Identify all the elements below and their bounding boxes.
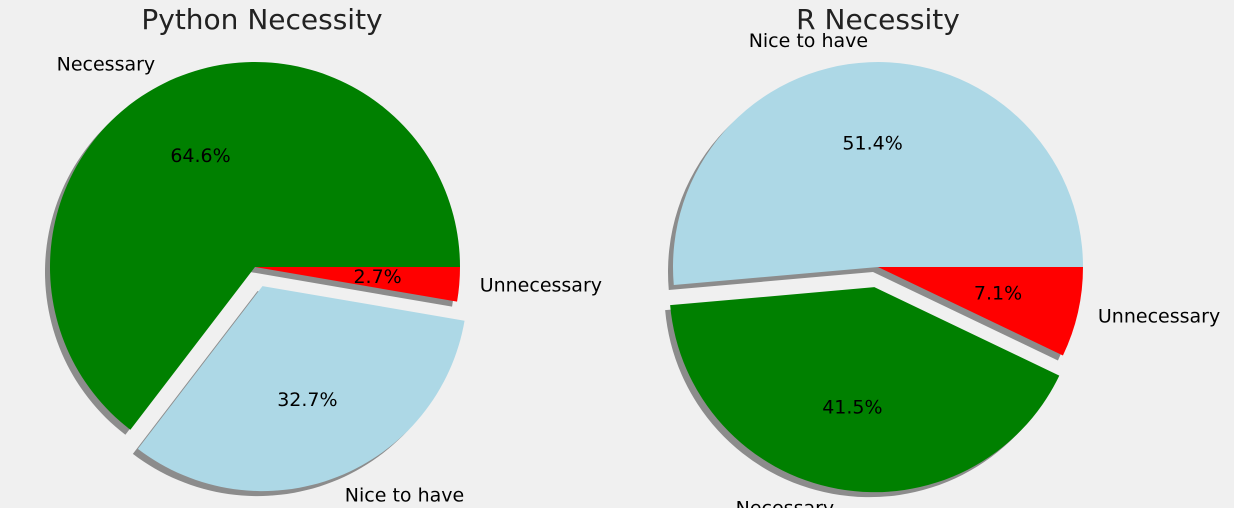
- pie-slice-unnecessary: [255, 267, 460, 302]
- pie-slice-label-necessary: Necessary: [57, 53, 156, 75]
- pie-slice-necessary: [49, 62, 460, 430]
- chart-title-python: Python Necessity: [141, 3, 382, 36]
- pie-slice-label-nice-to-have: Nice to have: [749, 30, 868, 52]
- pie-pct-label-nice-to-have: 32.7%: [277, 389, 337, 411]
- r-necessity-pie: R Necessity 51.4% Nice to have 41.5% Necess…: [665, 3, 1220, 508]
- pie-pct-label-unnecessary: 7.1%: [974, 283, 1022, 305]
- pie-slice-label-unnecessary: Unnecessary: [480, 275, 602, 297]
- pie-slice-necessary: [670, 287, 1060, 493]
- chart-title-r: R Necessity: [796, 3, 960, 36]
- pie-slice-unnecessary: [878, 267, 1083, 356]
- pie-labels: 64.6% Necessary 32.7% Nice to have 2.7% Unnec…: [57, 53, 602, 506]
- pie-slice-label-unnecessary: Unnecessary: [1098, 305, 1220, 327]
- pie-pct-label-nice-to-have: 51.4%: [842, 133, 902, 155]
- pie-pct-label-necessary: 41.5%: [822, 397, 882, 419]
- pie-slices: [49, 62, 465, 492]
- python-necessity-pie: Python Necessity 64.6% Necessary 32.7% Nice…: [44, 3, 602, 507]
- pie-slice-nice-to-have: [137, 286, 465, 492]
- pie-slice-label-necessary: Necessary: [736, 498, 835, 508]
- pie-labels: 51.4% Nice to have 41.5% Necessary 7.1% Unnec…: [736, 30, 1221, 508]
- pie-slice-nice-to-have: [673, 62, 1083, 286]
- pie-pct-label-necessary: 64.6%: [170, 145, 230, 167]
- pie-slices: [670, 62, 1083, 493]
- pie-slice-label-nice-to-have: Nice to have: [345, 485, 464, 507]
- pie-pct-label-unnecessary: 2.7%: [353, 266, 401, 288]
